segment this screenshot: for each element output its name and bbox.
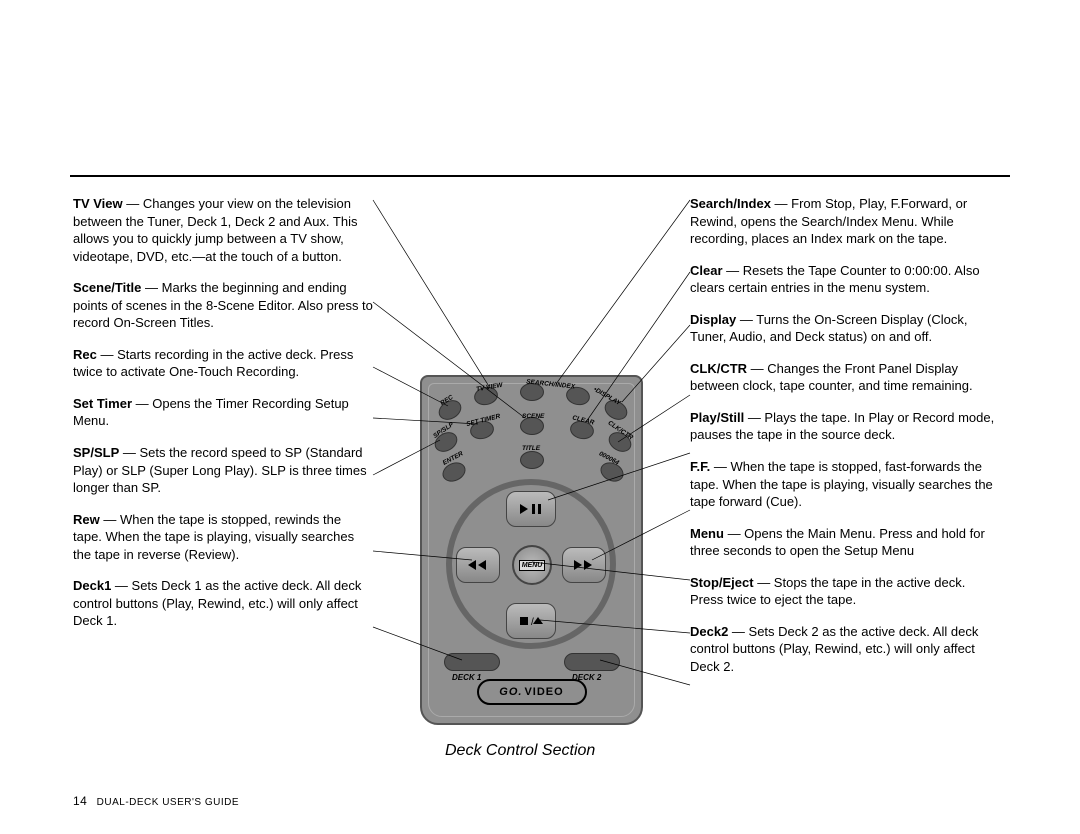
lbl-display: •DISPLAY <box>592 386 621 407</box>
svg-text:/: / <box>531 617 534 628</box>
play-still-button[interactable] <box>506 491 556 527</box>
desc-clear: Clear — Resets the Tape Counter to 0:00:… <box>690 262 995 297</box>
left-column: TV View — Changes your view on the telev… <box>73 195 373 644</box>
desc-scenetitle: Scene/Title — Marks the beginning and en… <box>73 279 373 332</box>
desc-tvview: TV View — Changes your view on the telev… <box>73 195 373 265</box>
ff-icon <box>572 558 596 572</box>
desc-searchindex: Search/Index — From Stop, Play, F.Forwar… <box>690 195 995 248</box>
desc-rec: Rec — Starts recording in the active dec… <box>73 346 373 381</box>
brand-logo: GO.VIDEO <box>477 679 587 705</box>
menu-button[interactable]: MENU <box>512 545 552 585</box>
logo-go: GO. <box>499 686 522 698</box>
stop-eject-icon: / <box>518 614 544 628</box>
play-pause-icon <box>518 502 544 516</box>
lbl-search: SEARCH/INDEX <box>526 378 576 390</box>
desc-menu: Menu — Opens the Main Menu. Press and ho… <box>690 525 995 560</box>
page-footer: 14 DUAL-DECK USER'S GUIDE <box>73 794 239 808</box>
rew-button[interactable] <box>456 547 500 583</box>
rewind-icon <box>466 558 490 572</box>
footer-title: DUAL-DECK USER'S GUIDE <box>97 797 239 808</box>
remote-control: REC TV VIEW SEARCH/INDEX •DISPLAY SP/SLP… <box>420 375 643 725</box>
lbl-tvview: TV VIEW <box>476 382 504 394</box>
stop-eject-button[interactable]: / <box>506 603 556 639</box>
desc-rew: Rew — When the tape is stopped, rewinds … <box>73 511 373 564</box>
desc-display: Display — Turns the On-Screen Display (C… <box>690 311 995 346</box>
desc-clkctr: CLK/CTR — Changes the Front Panel Displa… <box>690 360 995 395</box>
title-button[interactable] <box>520 451 544 469</box>
lbl-scene: SCENE <box>522 413 544 420</box>
desc-deck1: Deck1 — Sets Deck 1 as the active deck. … <box>73 577 373 630</box>
lbl-title: TITLE <box>522 445 540 452</box>
deck2-button[interactable] <box>564 653 620 671</box>
lbl-rec: REC <box>439 394 454 407</box>
desc-spslp: SP/SLP — Sets the record speed to SP (St… <box>73 444 373 497</box>
desc-stopeject: Stop/Eject — Stops the tape in the activ… <box>690 574 995 609</box>
logo-video: VIDEO <box>524 686 563 698</box>
lbl-deck1: DECK 1 <box>452 673 481 682</box>
desc-settimer: Set Timer — Opens the Timer Recording Se… <box>73 395 373 430</box>
menu-label: MENU <box>519 560 546 571</box>
desc-playstill: Play/Still — Plays the tape. In Play or … <box>690 409 995 444</box>
desc-ff: F.F. — When the tape is stopped, fast-fo… <box>690 458 995 511</box>
deck1-button[interactable] <box>444 653 500 671</box>
right-column: Search/Index — From Stop, Play, F.Forwar… <box>690 195 995 689</box>
page-number: 14 <box>73 794 87 808</box>
desc-deck2: Deck2 — Sets Deck 2 as the active deck. … <box>690 623 995 676</box>
horizontal-rule <box>70 175 1010 177</box>
figure-caption: Deck Control Section <box>445 742 595 760</box>
ff-button[interactable] <box>562 547 606 583</box>
